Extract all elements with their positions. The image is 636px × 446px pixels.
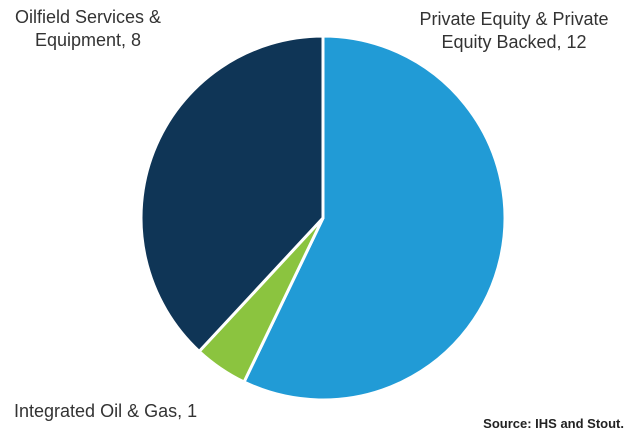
source-note: Source: IHS and Stout. — [483, 416, 624, 431]
slice-label-private-equity: Private Equity & Private Equity Backed, … — [419, 9, 609, 52]
slice-label-integrated-oil-gas: Integrated Oil & Gas, 1 — [14, 401, 198, 421]
slice-label-oilfield-services: Oilfield Services & Equipment, 8 — [14, 7, 162, 50]
slice-private-equity — [242, 34, 507, 402]
slice-oilfield-services — [139, 34, 325, 353]
